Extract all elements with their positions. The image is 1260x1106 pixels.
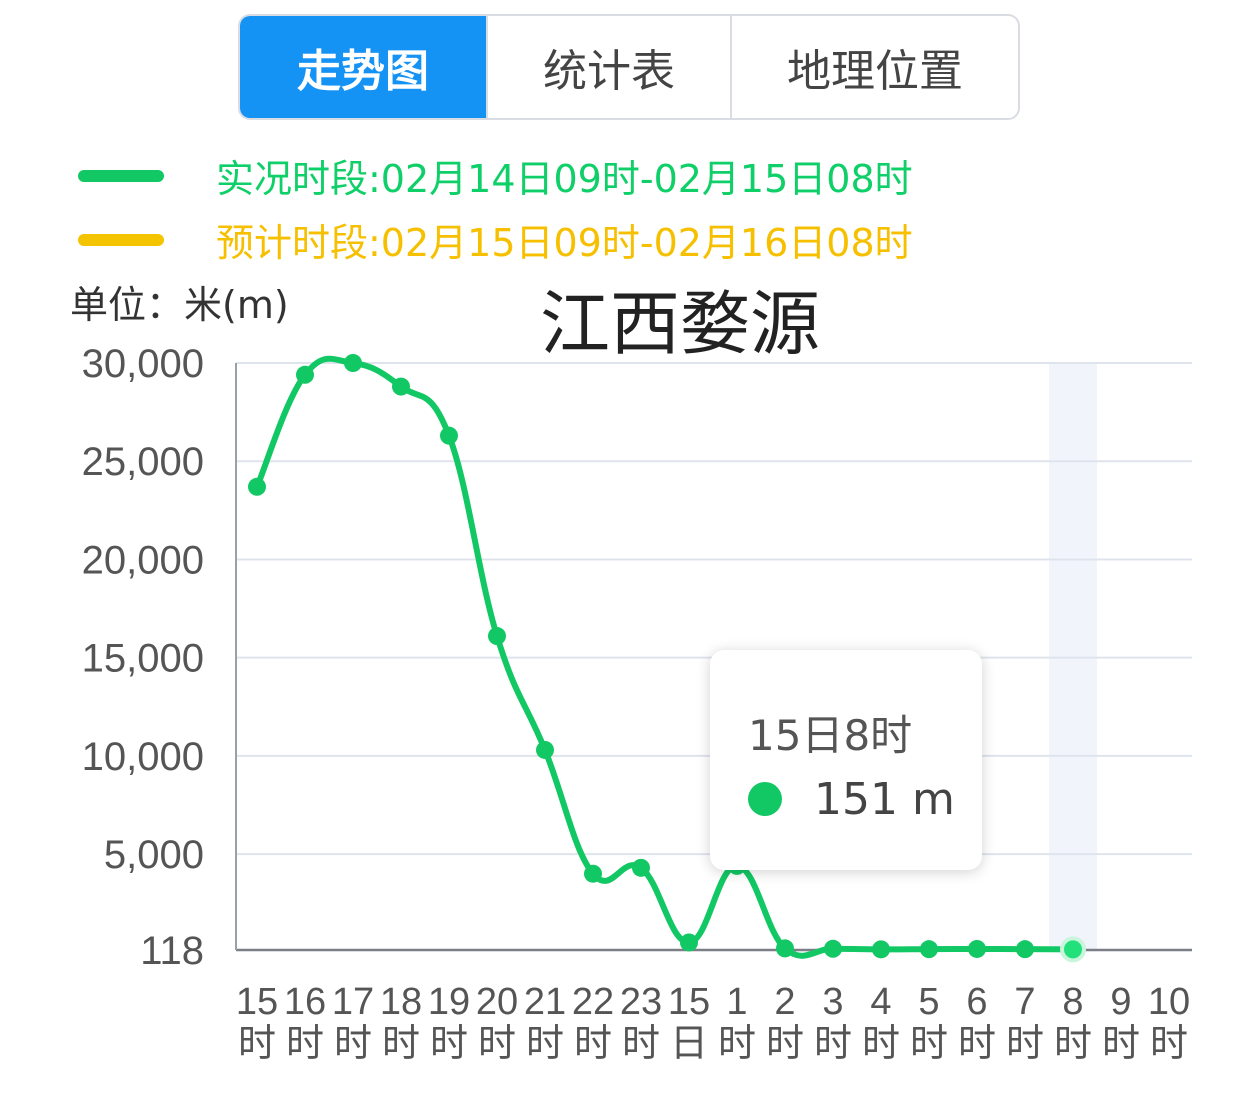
x-tick-label: 15	[236, 981, 278, 1023]
x-tick-label: 2	[774, 981, 795, 1023]
x-tick-unit: 时	[622, 1021, 660, 1065]
data-point	[632, 858, 650, 877]
x-tick-label: 4	[870, 981, 891, 1023]
tab-bar: 走势图 统计表 地理位置	[238, 14, 1020, 120]
x-tick-unit: 时	[526, 1021, 564, 1065]
legend-forecast[interactable]: 预计时段:02月15日09时-02月16日08时	[78, 212, 913, 267]
tab-statistics[interactable]: 统计表	[488, 16, 732, 118]
x-tick-unit: 时	[430, 1021, 468, 1065]
tooltip-series-dot	[748, 782, 782, 816]
x-tick-label: 7	[1014, 981, 1035, 1023]
y-tick-label: 15,000	[82, 637, 204, 681]
x-tick-unit: 时	[1006, 1021, 1044, 1065]
data-point	[968, 939, 986, 958]
chart-tooltip: 15日8时 151 m	[710, 650, 982, 870]
y-tick-label: 30,000	[82, 342, 204, 386]
data-point	[536, 740, 554, 759]
y-tick-label: 10,000	[82, 735, 204, 779]
x-tick-label: 19	[428, 981, 470, 1023]
data-point	[920, 940, 938, 959]
data-point	[488, 627, 506, 646]
data-point	[440, 426, 458, 445]
y-tick-label: 5,000	[104, 833, 204, 877]
x-tick-label: 5	[918, 981, 939, 1023]
x-tick-label: 18	[380, 981, 422, 1023]
unit-label: 单位：米(m)	[70, 283, 289, 327]
legend-forecast-label: 预计时段:02月15日09时-02月16日08时	[216, 221, 913, 265]
x-tick-label: 15	[668, 981, 710, 1023]
x-tick-unit: 时	[1054, 1021, 1092, 1065]
x-tick-unit: 时	[958, 1021, 996, 1065]
tooltip-value: 151 m	[814, 774, 955, 825]
tab-trend[interactable]: 走势图	[240, 16, 488, 118]
x-tick-unit: 时	[382, 1021, 420, 1065]
legend-actual-swatch	[78, 169, 164, 182]
x-tick-unit: 时	[814, 1021, 852, 1065]
y-tick-label: 118	[140, 929, 204, 973]
x-tick-unit: 时	[910, 1021, 948, 1065]
x-tick-label: 10	[1148, 981, 1190, 1023]
x-tick-unit: 时	[718, 1021, 756, 1065]
legend-forecast-swatch	[78, 233, 164, 246]
x-tick-label: 23	[620, 981, 662, 1023]
tooltip-title: 15日8时	[748, 711, 913, 760]
x-tick-unit: 时	[478, 1021, 516, 1065]
x-tick-label: 17	[332, 981, 374, 1023]
data-point	[392, 377, 410, 396]
data-point	[1016, 940, 1034, 959]
legend-actual[interactable]: 实况时段:02月14日09时-02月15日08时	[78, 148, 913, 203]
x-tick-unit: 时	[286, 1021, 324, 1065]
data-point	[776, 939, 794, 958]
data-point	[584, 864, 602, 883]
x-tick-unit: 日	[670, 1021, 708, 1065]
data-point	[824, 939, 842, 958]
tab-location[interactable]: 地理位置	[787, 46, 963, 97]
legend-actual-label: 实况时段:02月14日09时-02月15日08时	[216, 157, 913, 201]
data-point	[680, 933, 698, 952]
x-tick-unit: 时	[334, 1021, 372, 1065]
data-point	[248, 477, 266, 496]
x-tick-label: 21	[524, 981, 566, 1023]
data-point	[296, 365, 314, 384]
data-point	[344, 354, 362, 372]
x-tick-label: 8	[1062, 981, 1083, 1023]
data-point	[1060, 936, 1086, 963]
x-tick-label: 6	[966, 981, 987, 1023]
x-tick-unit: 时	[238, 1021, 276, 1065]
highlight-band	[1049, 363, 1097, 950]
x-tick-unit: 时	[766, 1021, 804, 1065]
x-tick-label: 20	[476, 981, 518, 1023]
data-point	[872, 940, 890, 959]
x-tick-label: 22	[572, 981, 614, 1023]
x-tick-label: 3	[822, 981, 843, 1023]
y-tick-label: 20,000	[82, 538, 204, 582]
x-tick-label: 1	[726, 981, 747, 1023]
x-tick-unit: 时	[1150, 1021, 1188, 1065]
x-tick-unit: 时	[862, 1021, 900, 1065]
y-tick-label: 25,000	[82, 440, 204, 484]
chart-title: 江西婺源	[540, 283, 820, 365]
x-tick-label: 9	[1110, 981, 1131, 1023]
x-tick-label: 16	[284, 981, 326, 1023]
x-tick-unit: 时	[1102, 1021, 1140, 1065]
x-tick-unit: 时	[574, 1021, 612, 1065]
